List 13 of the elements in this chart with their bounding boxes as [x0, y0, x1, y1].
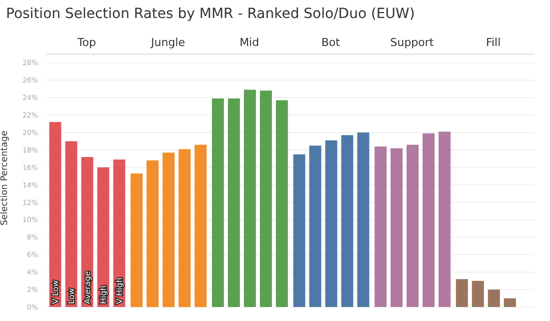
series-label: V Low — [50, 280, 60, 304]
y-axis-title: Selection Percentage — [0, 130, 10, 226]
x-tick-label: Mid — [240, 36, 260, 49]
x-tick-label: Bot — [321, 36, 341, 49]
x-tick-label: Fill — [486, 36, 501, 49]
series-label: Low — [66, 288, 76, 304]
x-tick-label: Jungle — [150, 36, 186, 49]
chart-title: Position Selection Rates by MMR - Ranked Solo/Duo (EUW) — [6, 6, 415, 22]
series-label: Average — [82, 271, 92, 304]
series-label: High — [98, 286, 108, 304]
x-tick-label: Top — [76, 36, 96, 49]
series-label: V High — [114, 278, 124, 304]
x-tick-label: Support — [390, 36, 434, 49]
